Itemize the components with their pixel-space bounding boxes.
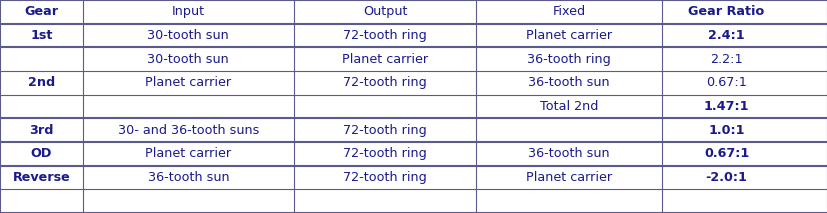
Text: Planet carrier: Planet carrier: [145, 147, 232, 160]
Text: 36-tooth ring: 36-tooth ring: [527, 53, 610, 66]
Text: 2.4:1: 2.4:1: [707, 29, 744, 42]
Text: Planet carrier: Planet carrier: [525, 171, 612, 184]
Text: 36-tooth sun: 36-tooth sun: [528, 147, 609, 160]
Text: 30- and 36-tooth suns: 30- and 36-tooth suns: [117, 124, 259, 137]
Text: 72-tooth ring: 72-tooth ring: [342, 171, 427, 184]
Text: Fixed: Fixed: [552, 5, 586, 18]
Text: 36-tooth sun: 36-tooth sun: [147, 171, 229, 184]
Text: 0.67:1: 0.67:1: [703, 147, 748, 160]
Text: 3rd: 3rd: [29, 124, 54, 137]
Text: 1.0:1: 1.0:1: [707, 124, 744, 137]
Text: Gear Ratio: Gear Ratio: [687, 5, 764, 18]
Text: 1.47:1: 1.47:1: [703, 100, 748, 113]
Text: 30-tooth sun: 30-tooth sun: [147, 53, 229, 66]
Text: 72-tooth ring: 72-tooth ring: [342, 124, 427, 137]
Text: 36-tooth sun: 36-tooth sun: [528, 76, 609, 89]
Text: 72-tooth ring: 72-tooth ring: [342, 147, 427, 160]
Text: 72-tooth ring: 72-tooth ring: [342, 76, 427, 89]
Text: Output: Output: [362, 5, 407, 18]
Text: Planet carrier: Planet carrier: [525, 29, 612, 42]
Text: 0.67:1: 0.67:1: [705, 76, 746, 89]
Text: 2.2:1: 2.2:1: [710, 53, 742, 66]
Text: -2.0:1: -2.0:1: [705, 171, 747, 184]
Text: Gear: Gear: [24, 5, 59, 18]
Text: 72-tooth ring: 72-tooth ring: [342, 29, 427, 42]
Text: Input: Input: [171, 5, 205, 18]
Text: 30-tooth sun: 30-tooth sun: [147, 29, 229, 42]
Text: OD: OD: [31, 147, 52, 160]
Text: Planet carrier: Planet carrier: [145, 76, 232, 89]
Text: Planet carrier: Planet carrier: [342, 53, 428, 66]
Text: Reverse: Reverse: [12, 171, 70, 184]
Text: 1st: 1st: [30, 29, 53, 42]
Text: 2nd: 2nd: [28, 76, 55, 89]
Text: Total 2nd: Total 2nd: [539, 100, 598, 113]
